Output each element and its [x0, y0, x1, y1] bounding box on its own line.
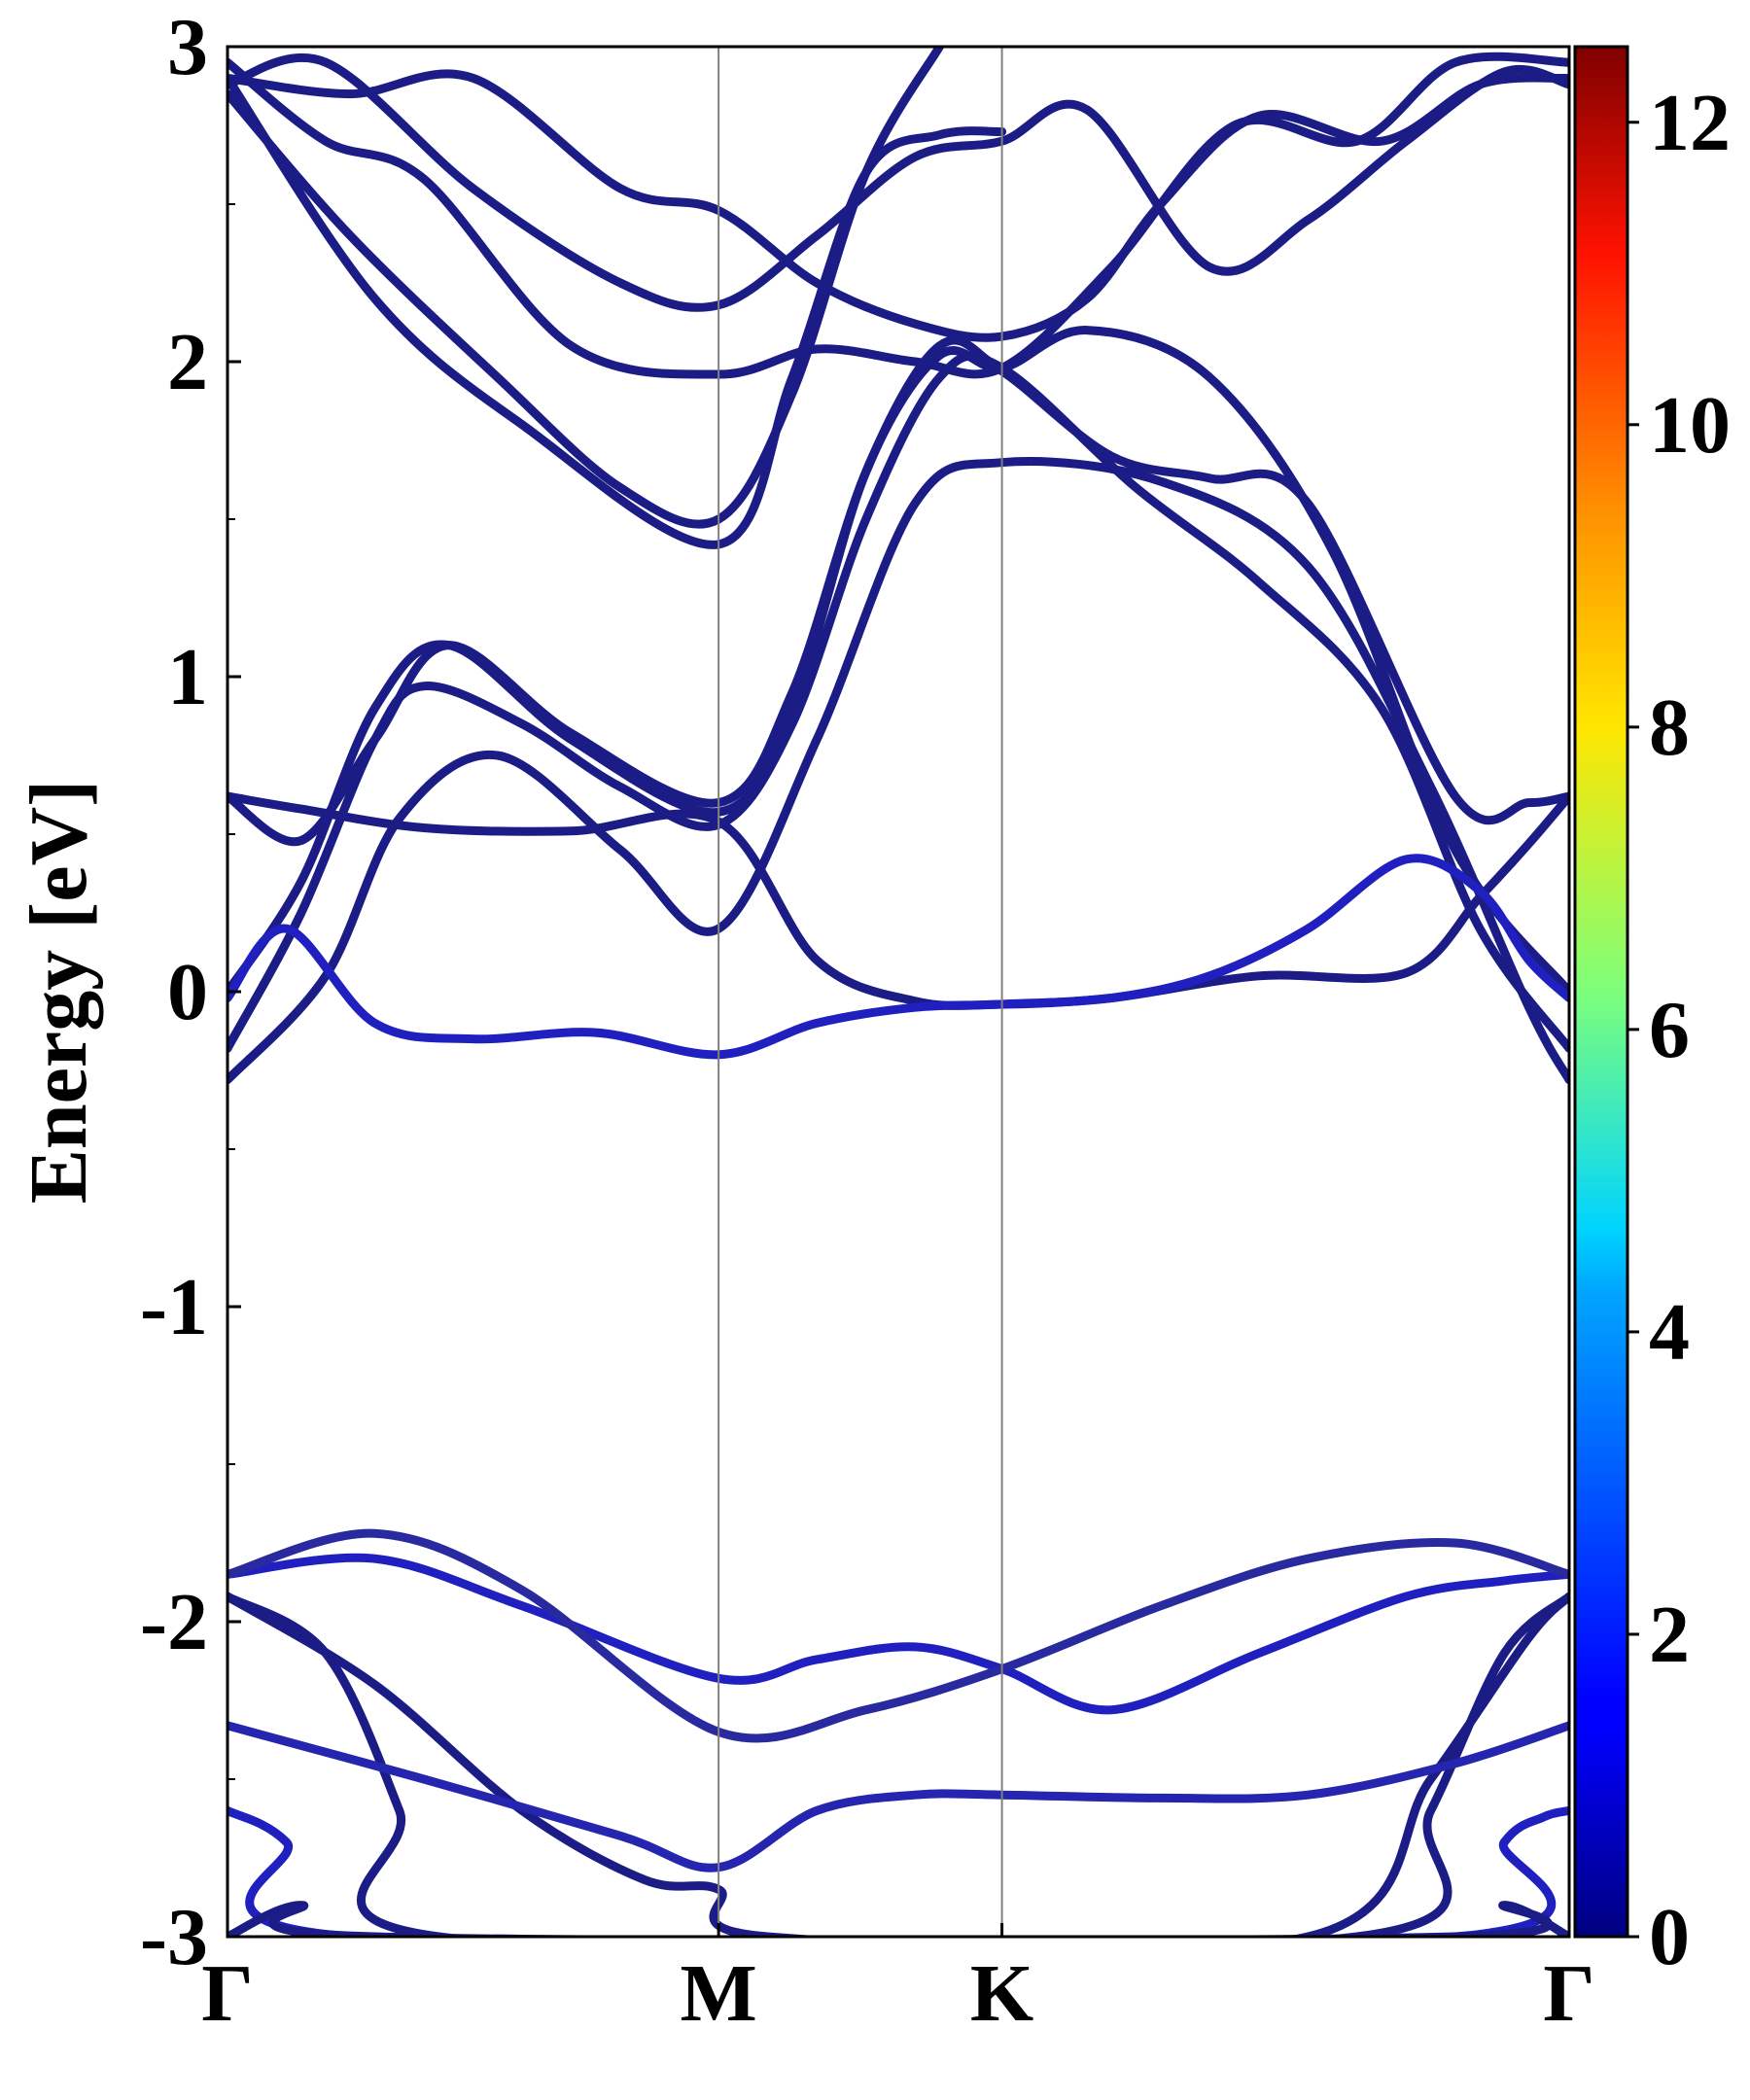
band-line-1: [228, 457, 1569, 1085]
band-line-9: [228, 52, 1569, 312]
y-axis-label: Energy [eV]: [14, 780, 104, 1204]
colorbar-tick-label: 0: [1649, 1892, 1690, 1982]
band-line-15: [228, 1592, 1569, 1937]
colorbar-tick-label: 10: [1649, 380, 1731, 471]
y-tick-label: -2: [140, 1577, 208, 1667]
colorbar-tick-label: 2: [1649, 1590, 1690, 1680]
y-tick-label: 1: [167, 632, 208, 722]
band-line-13: [228, 1528, 1569, 1743]
colorbar-tick-label: 4: [1649, 1287, 1690, 1378]
band-line-12: [228, 1553, 1569, 1715]
colorbar-gradient: [1573, 45, 1629, 1939]
band-line-14: [228, 1592, 1569, 1937]
colorbar-tick-label: 8: [1649, 682, 1690, 773]
band-line-7: [228, 73, 1007, 549]
plot-frame: [226, 45, 1571, 1939]
kpoint-label-K: K: [970, 1948, 1033, 2039]
kpoint-label-Γ: Γ: [1543, 1948, 1594, 2039]
band-line-11: [228, 52, 1569, 379]
band-line-17: [228, 1805, 1569, 1937]
y-tick-label: 0: [167, 947, 208, 1037]
band-line-16: [228, 1721, 1569, 1872]
band-line-4: [228, 335, 1569, 847]
band-line-2: [228, 351, 1569, 1053]
y-tick-label: 3: [167, 2, 208, 92]
kpoint-divider-lines: [718, 47, 1003, 1937]
band-line-5: [228, 791, 1569, 1010]
y-tick-label: -1: [140, 1262, 208, 1352]
kpoint-label-M: M: [680, 1948, 756, 2039]
kpoint-label-Γ: Γ: [201, 1948, 253, 2039]
band-line-6: [228, 854, 1569, 1060]
y-tick-label: 2: [167, 317, 208, 407]
colorbar: 0 2 4 6 8 10 12: [1573, 45, 1731, 1982]
colorbar-tick-label: 6: [1649, 985, 1690, 1075]
colorbar-tick-label: 12: [1649, 78, 1731, 168]
band-line-8: [228, 47, 944, 529]
band-line-18: [228, 1901, 1569, 1937]
y-axis-ticks: 3 2 1 0 -1 -2 -3: [140, 2, 241, 1982]
y-tick-label: -3: [140, 1892, 208, 1982]
colorbar-ticks: 0 2 4 6 8 10 12: [1628, 78, 1731, 1982]
band-lines: [228, 47, 1569, 1937]
